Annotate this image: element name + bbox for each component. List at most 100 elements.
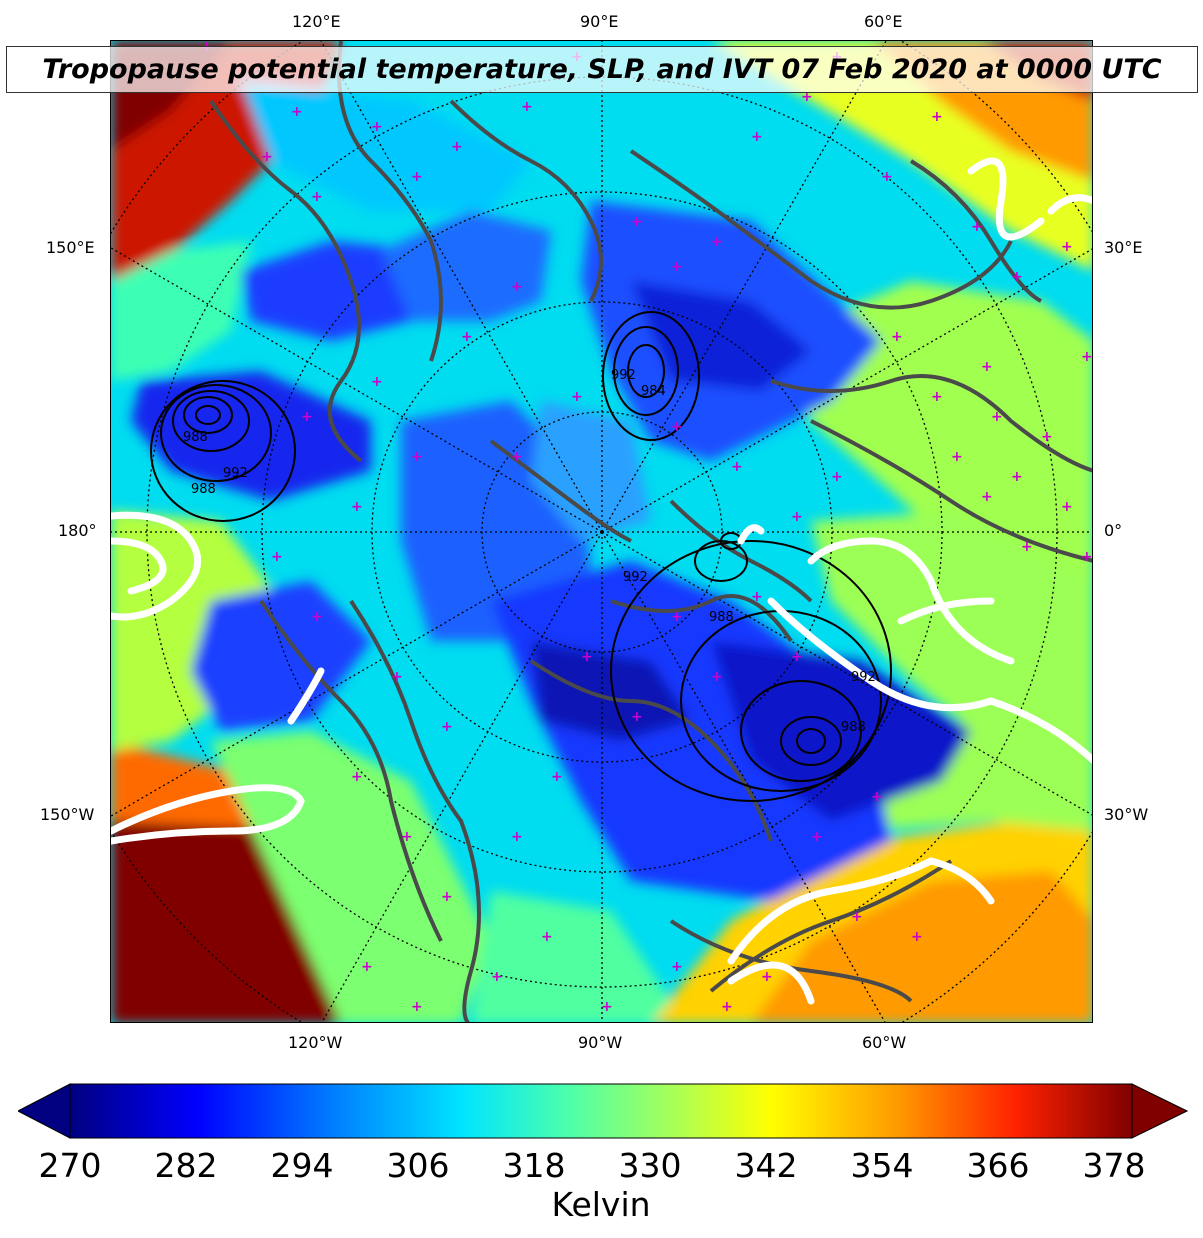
svg-text:+: +	[871, 789, 883, 805]
svg-text:+: +	[491, 969, 503, 985]
colorbar-extend-high	[1131, 1083, 1189, 1139]
svg-text:+: +	[451, 139, 463, 155]
svg-text:+: +	[911, 929, 923, 945]
graticule	[111, 41, 1092, 1022]
slp-contours	[150, 311, 892, 802]
colorbar-gradient	[69, 1083, 1133, 1139]
svg-text:+: +	[581, 649, 593, 665]
svg-text:+: +	[711, 669, 723, 685]
svg-text:+: +	[791, 649, 803, 665]
svg-text:+: +	[631, 709, 643, 725]
slp-label: 988	[709, 610, 734, 625]
svg-text:+: +	[731, 459, 743, 475]
ivt-contours	[111, 157, 1092, 1005]
svg-text:+: +	[361, 959, 373, 975]
lon-label-top-90e: 90°E	[580, 12, 619, 31]
lon-label-right-0: 0°	[1104, 521, 1123, 540]
lon-label-bottom-120w: 120°W	[288, 1033, 343, 1052]
svg-text:+: +	[1021, 539, 1033, 555]
colorbar-tick: 330	[618, 1146, 682, 1185]
svg-text:+: +	[981, 359, 993, 375]
lon-label-right-30w: 30°W	[1104, 805, 1149, 824]
svg-text:+: +	[671, 419, 683, 435]
svg-text:+: +	[811, 829, 823, 845]
svg-text:+: +	[1081, 549, 1093, 565]
lon-label-left-150e: 150°E	[46, 238, 95, 257]
svg-text:+: +	[931, 109, 943, 125]
slp-label: 992	[611, 368, 636, 383]
lon-label-left-180: 180°	[58, 521, 97, 540]
slp-label: 988	[841, 720, 866, 735]
svg-text:+: +	[301, 409, 313, 425]
map-title: Tropopause potential temperature, SLP, a…	[42, 54, 1162, 85]
svg-text:+: +	[981, 489, 993, 505]
station-markers: ++ + ++ + + ++ + ++ +++ +++ +++ +++ +++ +++ …	[201, 41, 1093, 1015]
svg-text:+: +	[791, 509, 803, 525]
slp-label: 992	[223, 466, 248, 481]
svg-text:+: +	[711, 234, 723, 250]
svg-text:+: +	[411, 449, 423, 465]
slp-label: 992	[623, 570, 648, 585]
colorbar-svg	[16, 1083, 1189, 1139]
svg-text:+: +	[881, 169, 893, 185]
colorbar-tick: 318	[502, 1146, 566, 1185]
lon-label-bottom-60w: 60°W	[862, 1033, 907, 1052]
slp-label: 988	[183, 430, 208, 445]
colorbar-tick: 306	[386, 1146, 450, 1185]
coastlines	[209, 41, 1092, 1022]
svg-text:+: +	[521, 99, 533, 115]
svg-text:+: +	[271, 549, 283, 565]
svg-text:+: +	[541, 929, 553, 945]
svg-text:+: +	[511, 449, 523, 465]
svg-text:+: +	[801, 89, 813, 105]
lon-label-top-120e: 120°E	[292, 12, 341, 31]
colorbar-tick: 342	[734, 1146, 798, 1185]
svg-text:+: +	[1061, 239, 1073, 255]
colorbar-tick: 366	[966, 1146, 1030, 1185]
svg-text:+: +	[311, 189, 323, 205]
svg-text:+: +	[1061, 499, 1073, 515]
map-panel: + + + + + + + + + + + + + + + + + + + + + + + + + + + + + + …	[110, 40, 1093, 1023]
svg-text:+: +	[1011, 469, 1023, 485]
svg-text:+: +	[671, 959, 683, 975]
svg-text:+: +	[411, 169, 423, 185]
svg-text:+: +	[511, 829, 523, 845]
svg-text:+: +	[411, 999, 423, 1015]
svg-text:+: +	[631, 214, 643, 230]
colorbar-tick: 294	[270, 1146, 334, 1185]
colorbar-tick: 378	[1082, 1146, 1146, 1185]
svg-text:+: +	[571, 389, 583, 405]
svg-text:+: +	[461, 329, 473, 345]
map-canvas: ++ + ++ + + ++ + ++ +++ +++ +++ +++ +++ +++ …	[111, 41, 1093, 1022]
colorbar-extend-low	[16, 1083, 71, 1139]
svg-text:+: +	[441, 719, 453, 735]
svg-text:+: +	[751, 589, 763, 605]
svg-text:+: +	[601, 999, 613, 1015]
lon-label-right-30e: 30°E	[1104, 238, 1143, 257]
svg-text:+: +	[931, 389, 943, 405]
svg-text:+: +	[311, 609, 323, 625]
svg-text:+: +	[671, 609, 683, 625]
svg-text:+: +	[761, 969, 773, 985]
svg-text:+: +	[351, 499, 363, 515]
lon-label-left-150w: 150°W	[40, 805, 95, 824]
slp-contour-labels: 988 992 988 992 984 992 988 992 988	[183, 368, 876, 735]
colorbar-tick: 270	[38, 1146, 102, 1185]
colorbar	[16, 1083, 1189, 1139]
svg-text:+: +	[261, 149, 273, 165]
svg-text:+: +	[951, 449, 963, 465]
slp-label: 984	[641, 384, 666, 399]
colorbar-unit-label: Kelvin	[551, 1185, 651, 1224]
svg-text:+: +	[371, 119, 383, 135]
svg-text:+: +	[1011, 269, 1023, 285]
svg-text:+: +	[1041, 429, 1053, 445]
svg-text:+: +	[991, 409, 1003, 425]
svg-text:+: +	[551, 769, 563, 785]
svg-text:+: +	[721, 999, 733, 1015]
slp-label: 988	[191, 482, 216, 497]
lon-label-top-60e: 60°E	[864, 12, 903, 31]
svg-text:+: +	[831, 469, 843, 485]
svg-text:+: +	[751, 129, 763, 145]
svg-text:+: +	[401, 829, 413, 845]
lon-label-bottom-90w: 90°W	[578, 1033, 623, 1052]
